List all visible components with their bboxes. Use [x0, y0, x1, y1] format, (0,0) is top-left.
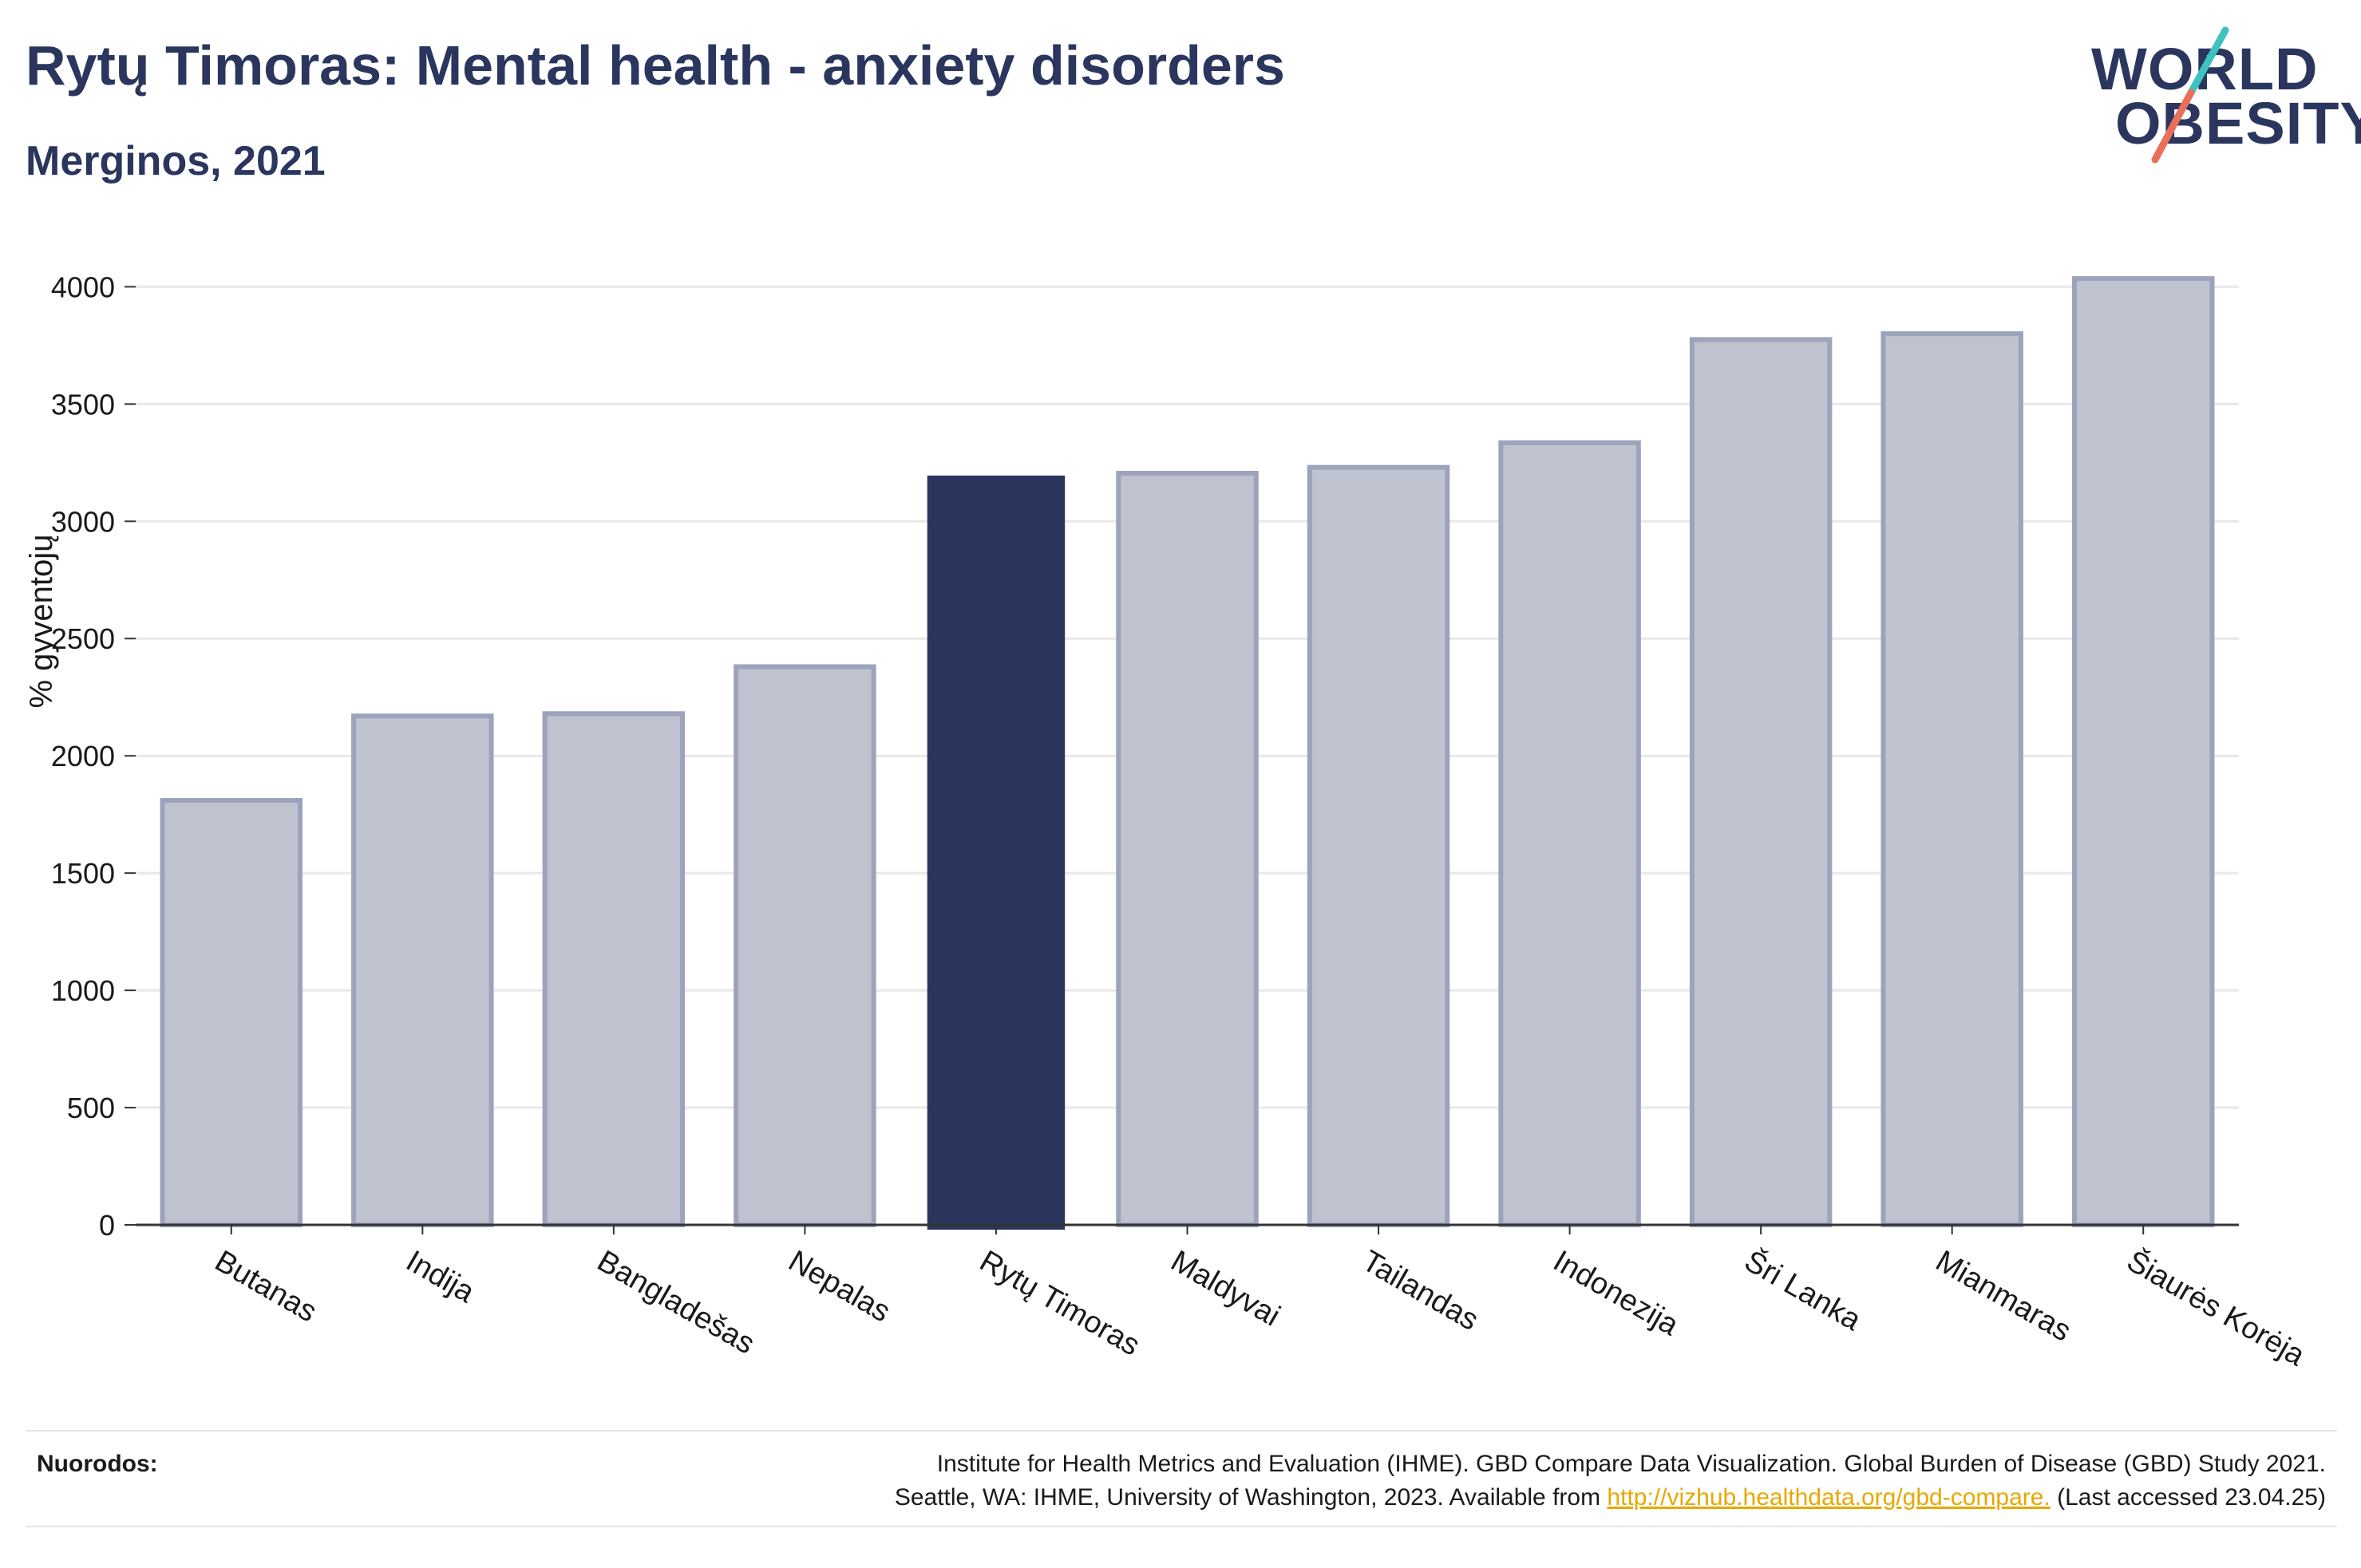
references-line-2-prefix: Seattle, WA: IHME, University of Washing…	[894, 1484, 1608, 1511]
footer-divider-top	[26, 1430, 2337, 1432]
y-tick-label: 500	[67, 1092, 115, 1124]
y-tick-label: 0	[99, 1209, 115, 1242]
bar-indija	[351, 713, 494, 1227]
world-obesity-logo: WORLD OBESITY	[2075, 24, 2361, 168]
y-tick-label: 4000	[51, 271, 115, 303]
x-tick-label: Indija	[401, 1244, 481, 1309]
x-tick-label: Šiaurės Korėja	[2122, 1243, 2312, 1373]
bar-butanas	[160, 798, 303, 1227]
references-line-2: Seattle, WA: IHME, University of Washing…	[895, 1481, 2326, 1515]
chart-title: Rytų Timoras: Mental health - anxiety di…	[26, 34, 1285, 97]
y-tick-label: 3000	[51, 505, 115, 538]
x-tick-label: Rytų Timoras	[974, 1244, 1145, 1362]
logo-text-obesity: OBESITY	[2115, 90, 2361, 156]
x-tick-label: Butanas	[209, 1244, 322, 1329]
references-line-2-suffix: (Last accessed 23.04.25)	[2050, 1484, 2326, 1511]
y-tick-label: 1500	[51, 857, 115, 890]
references-text: Institute for Health Metrics and Evaluat…	[895, 1448, 2326, 1515]
bar-maldyvai	[1116, 471, 1259, 1227]
bar-chart: 0 500 1000 1500 2000 2500 3000 3500 4000 Butanas I…	[51, 271, 2312, 1373]
x-tick-label: Tailandas	[1356, 1244, 1484, 1337]
footer-divider-bottom	[26, 1526, 2337, 1527]
axes	[125, 286, 2239, 1234]
x-tick-label: Bangladešas	[591, 1244, 760, 1361]
bar-šri-lanka	[1689, 337, 1833, 1227]
x-tick-label: Indonezija	[1548, 1244, 1685, 1342]
references-line-1: Institute for Health Metrics and Evaluat…	[936, 1451, 2326, 1477]
bar-mianmaras	[1880, 331, 2023, 1227]
bar-rytų-timoras	[927, 475, 1066, 1230]
y-axis-label: % gyventojų	[24, 535, 60, 709]
x-tick-label: Mianmaras	[1930, 1244, 2077, 1348]
bar-tailandas	[1307, 464, 1450, 1227]
y-axis-label-text: % gyventojų	[24, 534, 59, 709]
bar-nepalas	[734, 664, 876, 1227]
y-tick-label: 2000	[51, 740, 115, 772]
references-label: Nuorodos:	[37, 1451, 158, 1477]
bar-bangladešas	[542, 711, 686, 1227]
y-tick-label: 1000	[51, 974, 115, 1007]
references-link[interactable]: http://vizhub.healthdata.org/gbd-compare…	[1607, 1484, 2051, 1511]
chart-subtitle: Merginos, 2021	[26, 138, 326, 184]
y-tick-label: 2500	[51, 622, 115, 655]
logo-slash-icon	[2151, 26, 2229, 164]
bar-indonezija	[1498, 440, 1641, 1227]
x-tick-label: Šri Lanka	[1738, 1243, 1868, 1338]
bars	[160, 276, 2215, 1230]
y-tick-label: 3500	[51, 388, 115, 421]
x-tick-label: Nepalas	[783, 1244, 896, 1329]
x-tick-label: Maldyvai	[1165, 1244, 1286, 1333]
bar-šiaurės-korėja	[2071, 276, 2215, 1228]
